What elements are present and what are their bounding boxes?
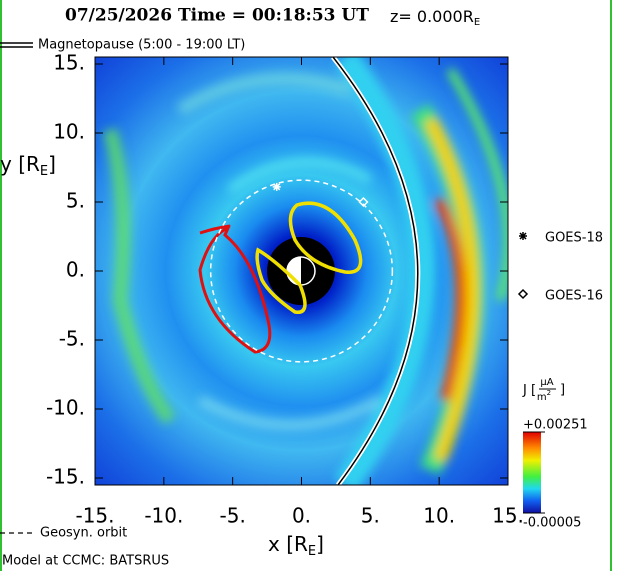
- y-tick-label: -5.: [59, 327, 85, 351]
- x-tick-label: -15.: [75, 504, 114, 528]
- y-tick-label: -10.: [46, 396, 85, 420]
- colorbar-label: m2: [537, 389, 551, 403]
- y-axis-label: y [RE]: [0, 152, 56, 179]
- credit: Model at CCMC: BATSRUS: [2, 554, 169, 569]
- x-tick-label: 0.: [292, 504, 311, 528]
- y-tick-label: 15.: [53, 51, 85, 75]
- x-tick-label: 15.: [492, 504, 524, 528]
- colorbar-label: µA: [540, 377, 553, 388]
- colorbar-tick-label: -0.00005: [523, 516, 581, 531]
- colorbar: [523, 432, 541, 513]
- satellite-marker: [358, 196, 369, 208]
- chart-title: 07/25/2026 Time = 00:18:53 UT: [65, 6, 369, 26]
- y-tick-label: -15.: [46, 465, 85, 489]
- colorbar-label: ]: [560, 383, 565, 398]
- field-image: [95, 57, 508, 485]
- y-tick-label: 0.: [66, 258, 85, 282]
- y-tick-label: 10.: [53, 120, 85, 144]
- z-label: z= 0.000RE: [390, 7, 480, 29]
- x-axis-label: x [RE]: [268, 532, 324, 559]
- x-tick-label: -10.: [144, 504, 183, 528]
- legend-label: Geosyn. orbit: [40, 526, 127, 541]
- colorbar-tick-label: +0.00251: [523, 418, 588, 433]
- colorbar-label: J [: [522, 383, 536, 398]
- legend-label: GOES-18: [545, 231, 603, 246]
- geosync-orbit: [209, 179, 394, 363]
- x-tick-label: -5.: [220, 504, 246, 528]
- legend-label: Magnetopause (5:00 - 19:00 LT): [38, 38, 245, 53]
- satellite-marker: [272, 182, 281, 191]
- y-tick-label: 5.: [66, 189, 85, 213]
- satellite-marker: [519, 232, 527, 240]
- x-tick-label: 5.: [361, 504, 380, 528]
- legend-label: GOES-16: [545, 289, 603, 304]
- x-tick-label: 10.: [423, 504, 455, 528]
- satellite-marker: [517, 288, 529, 300]
